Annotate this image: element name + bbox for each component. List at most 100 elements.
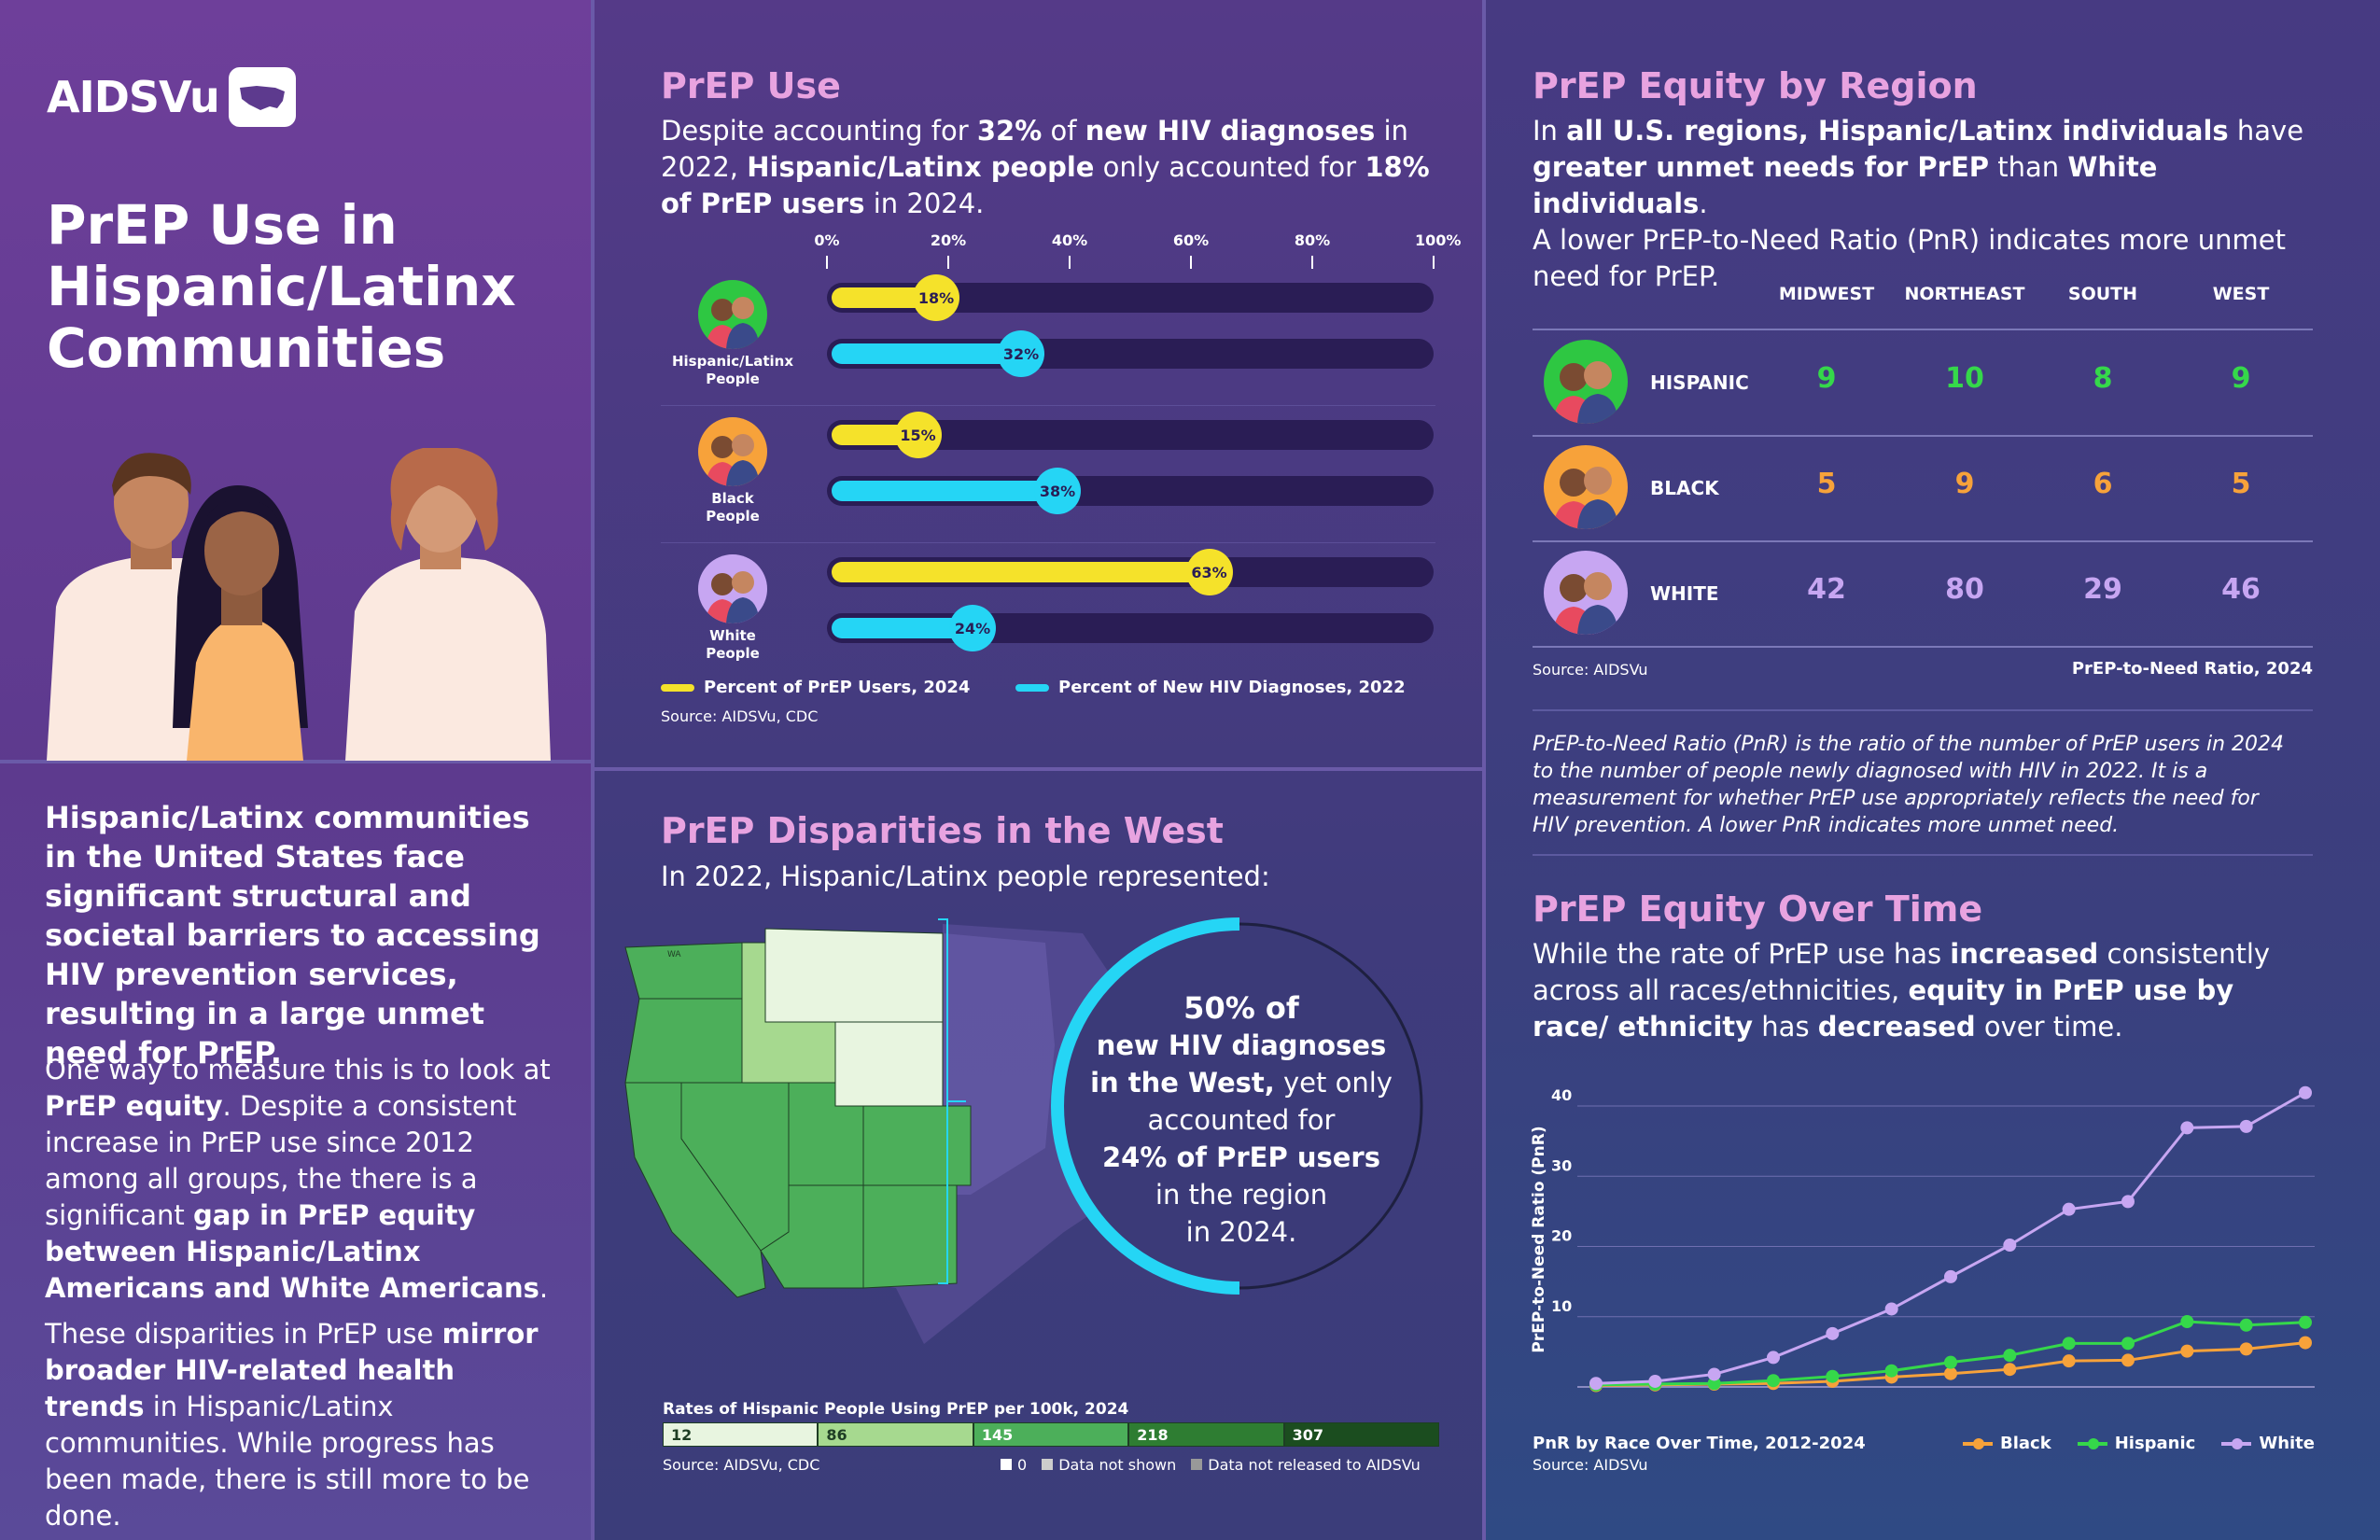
text: in Hispanic/Latinx communities. While pr… [45, 1391, 530, 1532]
state-ca [624, 1082, 766, 1298]
table-cell: 42 [1807, 573, 1846, 606]
region-column-header: SOUTH [2067, 284, 2138, 304]
circle-text-bold: in the West, [1090, 1067, 1275, 1099]
state-mt [764, 928, 944, 1023]
ring-progress [1051, 917, 1240, 1295]
group-avatar [698, 280, 767, 349]
bar-prep-users [832, 562, 1210, 582]
text-bold: decreased [1817, 1011, 1976, 1043]
data-point [2180, 1315, 2194, 1329]
text-bold: gap in PrEP equity between Hispanic/Lati… [45, 1199, 539, 1304]
data-point [1648, 1374, 1662, 1388]
region-source: Source: AIDSVu [1533, 661, 1648, 679]
region-column-header: NORTHEAST [1904, 284, 2025, 304]
key-label: Data not shown [1058, 1456, 1177, 1474]
paragraph-disparities: These disparities in PrEP use mirror bro… [45, 1316, 558, 1534]
table-cell: 9 [1954, 468, 1975, 500]
data-point [2003, 1239, 2017, 1253]
logo-text: AIDSVu [47, 72, 220, 122]
region-caption: PrEP-to-Need Ratio, 2024 [2071, 659, 2313, 679]
axis-tick-label: 40% [1051, 231, 1088, 249]
table-rule [1533, 540, 2313, 542]
text: over time. [1975, 1011, 2123, 1043]
legend-label: Percent of PrEP Users, 2024 [704, 678, 971, 697]
axis-tick [1433, 256, 1435, 269]
map-source: Source: AIDSVu, CDC [663, 1456, 820, 1474]
text: These disparities in PrEP use [45, 1318, 442, 1350]
data-point [2299, 1085, 2312, 1099]
axis-tick [947, 256, 949, 269]
divider [0, 760, 591, 763]
state-co [862, 1105, 972, 1186]
equity-region-table: MIDWEST NORTHEAST SOUTH WEST HISPANIC 9 10 8 9 BL… [1533, 280, 2313, 653]
line-chart-title: PnR by Race Over Time, 2012-2024 [1533, 1434, 1866, 1453]
left-panel [0, 0, 591, 1540]
text: have [2228, 115, 2304, 147]
paragraph-equity: One way to measure this is to look at Pr… [45, 1052, 558, 1307]
circle-text: in 2024. [1185, 1216, 1297, 1248]
table-cell: 8 [2093, 362, 2113, 395]
section-title-over-time: PrEP Equity Over Time [1533, 889, 1983, 930]
section-title-prep-use: PrEP Use [661, 65, 841, 106]
legend-label: White [2259, 1434, 2315, 1453]
page-title: PrEP Use in Hispanic/Latinx Communities [47, 194, 516, 379]
title-line: Communities [47, 316, 446, 380]
prep-use-description: Despite accounting for 32% of new HIV di… [661, 113, 1445, 222]
group-label: Black People [706, 490, 760, 525]
data-point [2239, 1342, 2253, 1356]
text-bold: 32% [976, 115, 1043, 147]
line-chart-source: Source: AIDSVu [1533, 1456, 1648, 1474]
text: While the rate of PrEP use has [1533, 938, 1951, 970]
equity-region-description: In all U.S. regions, Hispanic/Latinx ind… [1533, 113, 2326, 295]
key-not-released: Data not released to AIDSVu [1191, 1456, 1421, 1474]
legend-bin: 145 [973, 1422, 1129, 1447]
text-bold: greater unmet needs for PrEP [1533, 151, 1990, 183]
bar-value-label: 24% [949, 605, 996, 651]
row-label: HISPANIC [1650, 371, 1749, 394]
group-avatar [698, 417, 767, 486]
group-separator [661, 405, 1435, 406]
key-label: Data not released to AIDSVu [1208, 1456, 1421, 1474]
text: A lower PrEP-to-Need Ratio (PnR) indicat… [1533, 224, 2286, 292]
text: only accounted for [1094, 151, 1365, 183]
legend-bin: 307 [1283, 1422, 1440, 1447]
text: of [1042, 115, 1085, 147]
axis-tick [826, 256, 828, 269]
data-point [1884, 1302, 1898, 1316]
pnr-line-chart: PrEP-to-Need Ratio (PnR) 10 20 30 40 [1530, 1085, 2315, 1393]
text: In [1533, 115, 1567, 147]
title-line: PrEP Use in [47, 193, 398, 257]
brand-logo[interactable]: AIDSVu [47, 67, 296, 127]
axis-tick [1311, 256, 1313, 269]
table-cell: 29 [2083, 573, 2122, 606]
section-title-west: PrEP Disparities in the West [661, 810, 1224, 851]
text: has [1753, 1011, 1818, 1043]
legend-item: Black [1963, 1434, 2051, 1453]
over-time-description: While the rate of PrEP use has increased… [1533, 936, 2317, 1045]
text: than [1989, 151, 2068, 183]
axis-tick [1190, 256, 1192, 269]
state-wy [834, 1021, 944, 1107]
row-avatar [1544, 445, 1628, 529]
circle-text: in the region [1155, 1179, 1328, 1211]
text-bold: all U.S. regions, Hispanic/Latinx indivi… [1566, 115, 2229, 147]
data-point [2121, 1337, 2135, 1351]
legend-swatch [2221, 1437, 2252, 1449]
text-bold: increased [1950, 938, 2099, 970]
y-tick-label: 30 [1551, 1156, 1572, 1174]
text-bold: mirror broader HIV-related health trends [45, 1318, 539, 1422]
usa-map-icon [228, 67, 296, 127]
axis-tick [1069, 256, 1071, 269]
legend-swatch [2077, 1437, 2107, 1449]
data-point [1944, 1269, 1957, 1283]
data-point [2062, 1202, 2076, 1216]
divider [1533, 709, 2313, 711]
table-rule [1533, 646, 2313, 648]
text-bold: PrEP equity [45, 1090, 223, 1122]
intro-text: Hispanic/Latinx communities in the Unite… [45, 800, 540, 1071]
axis-tick-label: 0% [814, 231, 840, 249]
y-tick-label: 40 [1551, 1086, 1572, 1104]
series-line-white [1595, 1091, 2306, 1385]
y-axis-label: PrEP-to-Need Ratio (PnR) [1530, 1126, 1548, 1352]
table-cell: 10 [1945, 362, 1984, 395]
